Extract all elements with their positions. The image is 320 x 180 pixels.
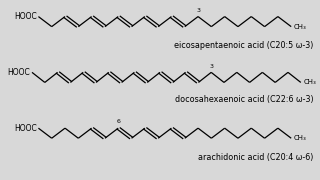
Text: 3: 3 [209,64,213,69]
Text: 6: 6 [116,119,120,124]
Text: eicosapentaenoic acid (C20:5 ω-3): eicosapentaenoic acid (C20:5 ω-3) [174,41,314,50]
Text: CH₃: CH₃ [294,135,307,141]
Text: arachidonic acid (C20:4 ω-6): arachidonic acid (C20:4 ω-6) [198,153,314,162]
Text: CH₃: CH₃ [303,79,316,85]
Text: HOOC: HOOC [14,124,37,133]
Text: CH₃: CH₃ [294,24,307,30]
Text: HOOC: HOOC [8,68,30,77]
Text: 3: 3 [196,8,200,13]
Text: HOOC: HOOC [14,12,37,21]
Text: docosahexaenoic acid (C22:6 ω-3): docosahexaenoic acid (C22:6 ω-3) [175,95,314,104]
